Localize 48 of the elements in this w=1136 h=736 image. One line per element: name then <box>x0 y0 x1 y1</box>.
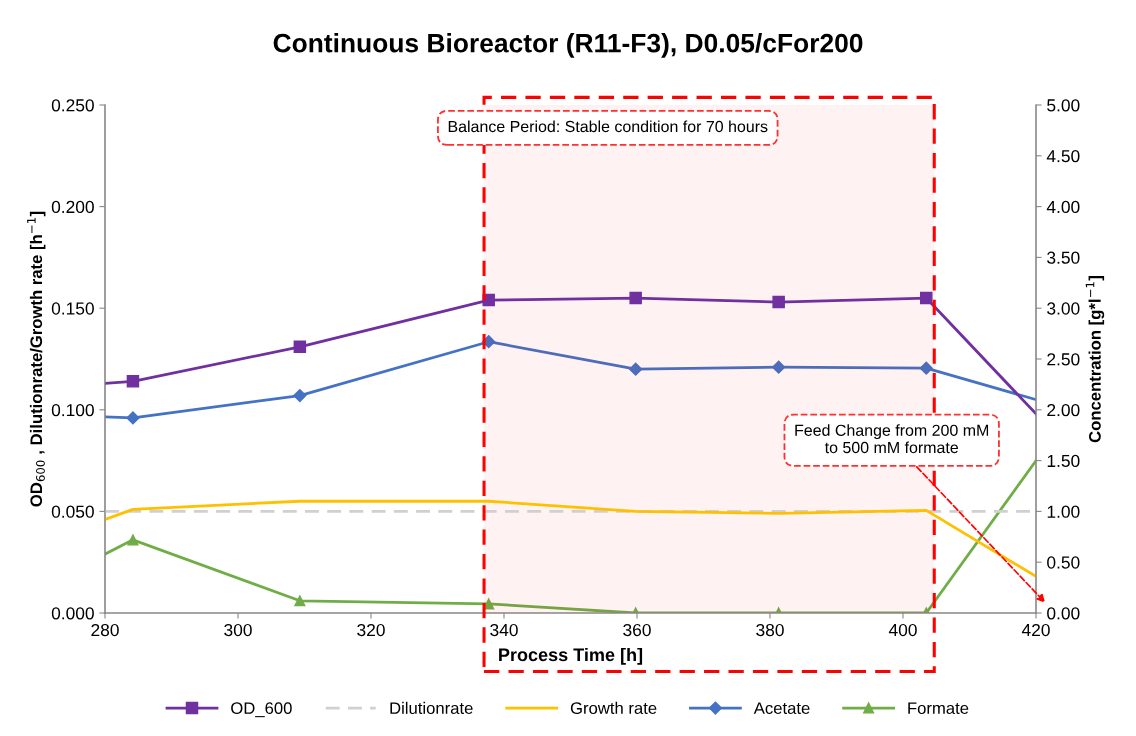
y2-axis-title: Concentration [g*l$^{−1}$] <box>1085 276 1105 443</box>
y2-tick-label: 4.00 <box>1046 200 1080 214</box>
point <box>919 361 933 375</box>
y-tick-label: 0.000 <box>51 607 94 620</box>
x-tick-label: 400 <box>888 623 917 637</box>
y2-tick-label: 0.50 <box>1047 556 1080 569</box>
y2-tick-label: 2.50 <box>1047 353 1080 366</box>
legend-label: Formate <box>908 702 969 715</box>
y2-tick-label: 5.00 <box>1047 99 1080 112</box>
point <box>772 360 786 374</box>
y2-tick-label: 0.00 <box>1047 607 1080 620</box>
x-tick-label: 360 <box>623 623 651 637</box>
y2-tick-label: 3.00 <box>1047 302 1080 315</box>
y-tick-label: 0.050 <box>51 505 94 518</box>
line-series <box>105 499 1036 578</box>
y2-tick-label: 1.00 <box>1047 505 1080 518</box>
x-axis-title: Process Time [h] <box>499 647 643 665</box>
y2-tick-label: 1.50 <box>1047 454 1080 468</box>
y-tick-label: 0.100 <box>51 403 94 417</box>
point <box>126 411 140 425</box>
legend-label: Acetate <box>753 702 810 715</box>
chart-title: Continuous Bioreactor (R11-F3), D0.05/cFor200 <box>273 33 863 58</box>
point <box>629 291 642 305</box>
x-tick-label: 380 <box>756 623 784 637</box>
point <box>629 362 643 376</box>
y-tick-label: 0.250 <box>51 99 94 112</box>
point <box>920 291 933 305</box>
y2-tick-label: 2.00 <box>1047 403 1080 417</box>
point <box>126 375 140 388</box>
x-tick-label: 340 <box>490 623 518 637</box>
x-tick-label: 420 <box>1021 623 1050 637</box>
point <box>293 388 307 403</box>
y-tick-label: 0.150 <box>51 302 94 315</box>
legend-label: Dilutionrate <box>390 701 473 715</box>
point <box>293 340 307 354</box>
point <box>772 295 785 309</box>
y-axis-title: OD$_{600}$ , Dilutionrate/Growth rate [h$^{−1}$] <box>27 211 46 507</box>
annotation: Feed Change from 200 mM to 500 mM formate <box>795 424 989 454</box>
y2-tick-label: 4.50 <box>1046 149 1080 163</box>
x-tick-label: 320 <box>357 623 385 637</box>
y2-tick-label: 3.50 <box>1047 251 1080 264</box>
x-tick-label: 300 <box>224 623 252 637</box>
point <box>127 534 139 546</box>
annotation: Balance Period: Stable condition for 70 hours <box>448 120 768 133</box>
legend-label: Growth rate <box>570 701 657 715</box>
x-tick-label: 280 <box>91 623 119 637</box>
y-tick-label: 0.200 <box>51 200 94 214</box>
legend-label: OD_600 <box>231 702 292 718</box>
